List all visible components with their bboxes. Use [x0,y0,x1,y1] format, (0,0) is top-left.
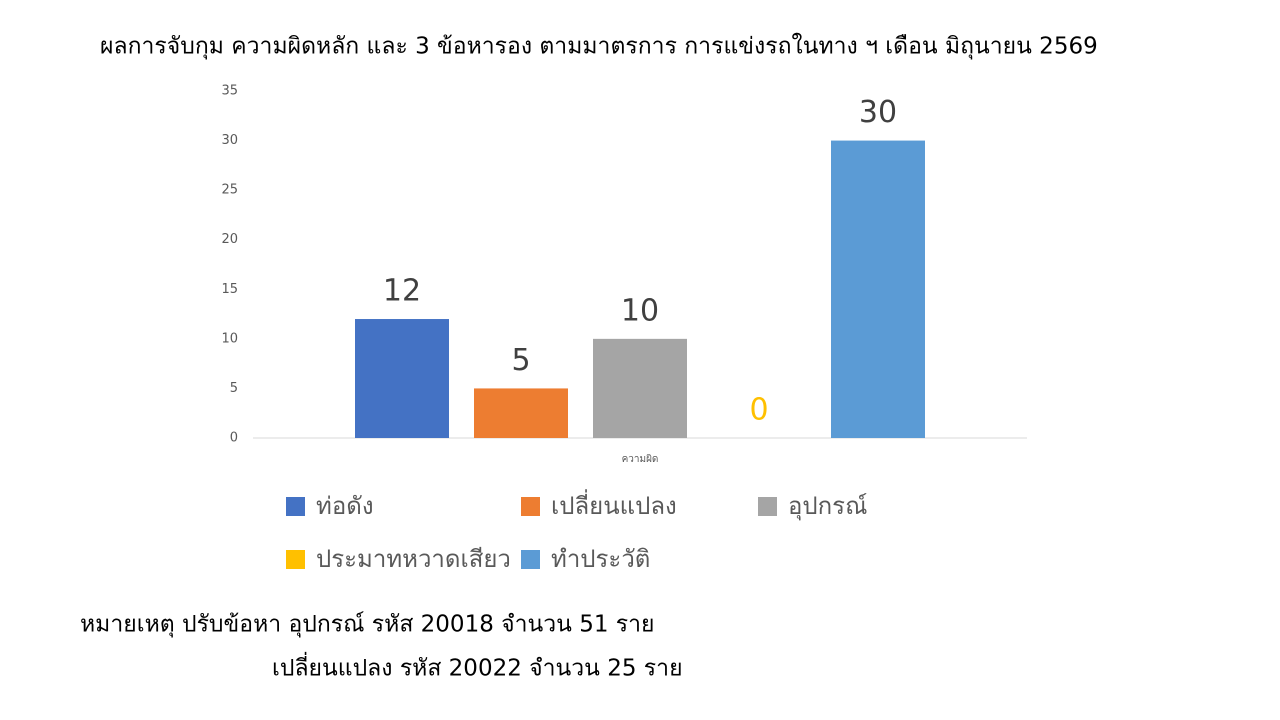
legend-swatch [286,550,305,569]
bar [355,319,449,438]
data-label: 5 [511,343,530,378]
legend-swatch [286,497,305,516]
bar [593,338,687,438]
legend-label: ทำประวัติ [551,545,650,573]
y-tick-label: 25 [221,183,238,198]
chart-title: ผลการจับกุม ความผิดหลัก และ 3 ข้อหารอง ต… [100,33,1098,60]
y-tick-label: 30 [221,133,238,148]
legend-label: อุปกรณ์ [788,492,867,521]
y-tick-label: 5 [230,381,238,396]
y-tick-label: 15 [221,282,238,297]
legend-label: ท่อดัง [316,492,374,520]
legend-swatch [758,497,777,516]
y-tick-label: 10 [221,331,238,346]
y-tick-label: 0 [230,431,238,446]
y-tick-label: 20 [221,232,238,247]
legend-label: เปลี่ยนแปลง [551,489,677,520]
note: หมายเหตุ ปรับข้อหา อุปกรณ์ รหัส 20018 จำ… [80,611,655,638]
bar [831,140,925,439]
bar [474,388,568,438]
data-label: 12 [383,274,421,309]
y-tick-label: 35 [221,84,238,99]
legend-label: ประมาทหวาดเสียว [316,545,511,573]
note: เปลี่ยนแปลง รหัส 20022 จำนวน 25 ราย [272,652,683,682]
data-label: 30 [859,95,897,130]
data-label: 10 [621,293,659,328]
legend-swatch [521,497,540,516]
x-tick-label: ความผิด [622,454,659,465]
legend-swatch [521,550,540,569]
data-label: 0 [749,393,768,428]
